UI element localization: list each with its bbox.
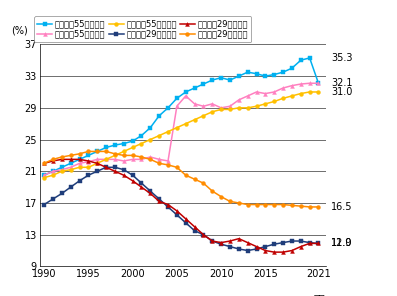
Text: 12.0: 12.0: [331, 238, 353, 248]
Text: (%): (%): [11, 25, 28, 36]
Text: 16.5: 16.5: [331, 202, 353, 212]
Text: 32.1: 32.1: [331, 78, 353, 88]
Legend: 建設業（55歳以上）, 運輸業（55歳以上）, 全産業（55歳以上）, 建設業（29歳以下）, 運輸業（29歳以下）, 全産業（29歳以下）: 建設業（55歳以上）, 運輸業（55歳以上）, 全産業（55歳以上）, 建設業（…: [34, 16, 251, 42]
Text: 31.0: 31.0: [331, 87, 353, 97]
Text: 35.3: 35.3: [331, 53, 353, 63]
Text: 11.9: 11.9: [331, 238, 353, 248]
Text: 年）: 年）: [314, 293, 326, 296]
